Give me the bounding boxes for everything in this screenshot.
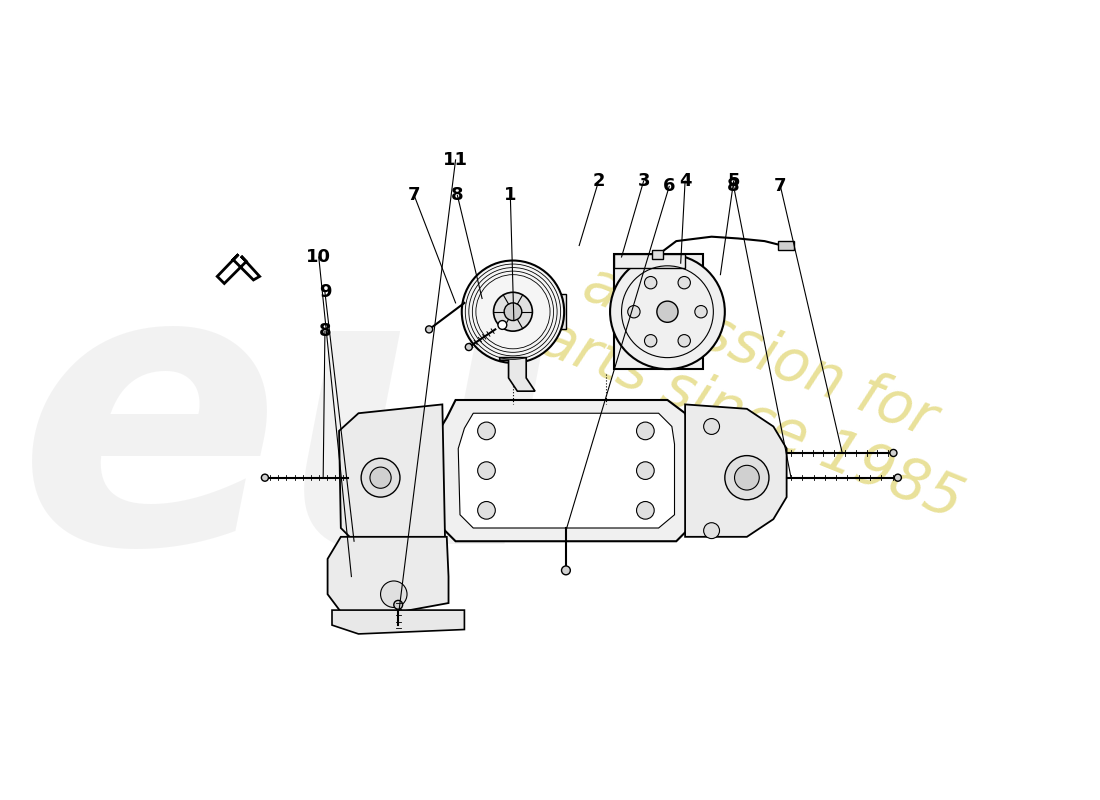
Text: 6: 6 — [663, 178, 675, 195]
Bar — [778, 241, 794, 250]
Circle shape — [645, 334, 657, 347]
Circle shape — [477, 462, 495, 479]
Polygon shape — [433, 400, 694, 542]
Bar — [532, 294, 565, 330]
Circle shape — [704, 418, 719, 434]
Text: 11: 11 — [443, 151, 469, 169]
Text: 8: 8 — [451, 186, 464, 204]
Text: 1: 1 — [504, 186, 517, 204]
Circle shape — [645, 277, 657, 289]
Text: 8: 8 — [727, 178, 740, 195]
Circle shape — [678, 334, 691, 347]
Circle shape — [498, 321, 507, 330]
Text: a passion for
parts since 1985: a passion for parts since 1985 — [498, 234, 996, 530]
Circle shape — [637, 462, 654, 479]
Circle shape — [370, 467, 392, 488]
Circle shape — [890, 450, 896, 457]
Text: 7: 7 — [774, 178, 786, 195]
Circle shape — [477, 422, 495, 440]
Circle shape — [657, 301, 678, 322]
Polygon shape — [217, 254, 260, 283]
Polygon shape — [459, 414, 674, 528]
Circle shape — [610, 254, 725, 369]
Circle shape — [735, 466, 759, 490]
Text: 2: 2 — [592, 172, 605, 190]
Bar — [615, 254, 703, 369]
Circle shape — [262, 474, 268, 482]
Circle shape — [637, 422, 654, 440]
Polygon shape — [685, 405, 786, 537]
Polygon shape — [339, 405, 446, 546]
Circle shape — [361, 458, 400, 497]
Circle shape — [695, 306, 707, 318]
Text: 9: 9 — [319, 283, 331, 302]
Circle shape — [462, 261, 564, 363]
Circle shape — [637, 502, 654, 519]
Circle shape — [628, 306, 640, 318]
Circle shape — [561, 566, 570, 574]
Polygon shape — [328, 537, 449, 616]
Text: 10: 10 — [306, 248, 331, 266]
Circle shape — [394, 600, 403, 610]
Text: 5: 5 — [727, 172, 740, 190]
Polygon shape — [651, 250, 663, 258]
Circle shape — [477, 502, 495, 519]
Text: 8: 8 — [319, 322, 331, 340]
Circle shape — [494, 292, 532, 331]
Circle shape — [894, 474, 901, 482]
Circle shape — [426, 326, 432, 333]
Circle shape — [381, 581, 407, 607]
Text: eu: eu — [18, 247, 558, 624]
Text: 3: 3 — [637, 172, 650, 190]
Bar — [615, 254, 685, 267]
Polygon shape — [332, 610, 464, 634]
Text: 7: 7 — [408, 186, 420, 204]
Circle shape — [678, 277, 691, 289]
Circle shape — [504, 303, 521, 321]
Circle shape — [725, 456, 769, 500]
Polygon shape — [499, 358, 535, 391]
Circle shape — [465, 343, 472, 350]
Circle shape — [704, 522, 719, 538]
Text: 4: 4 — [679, 172, 692, 190]
